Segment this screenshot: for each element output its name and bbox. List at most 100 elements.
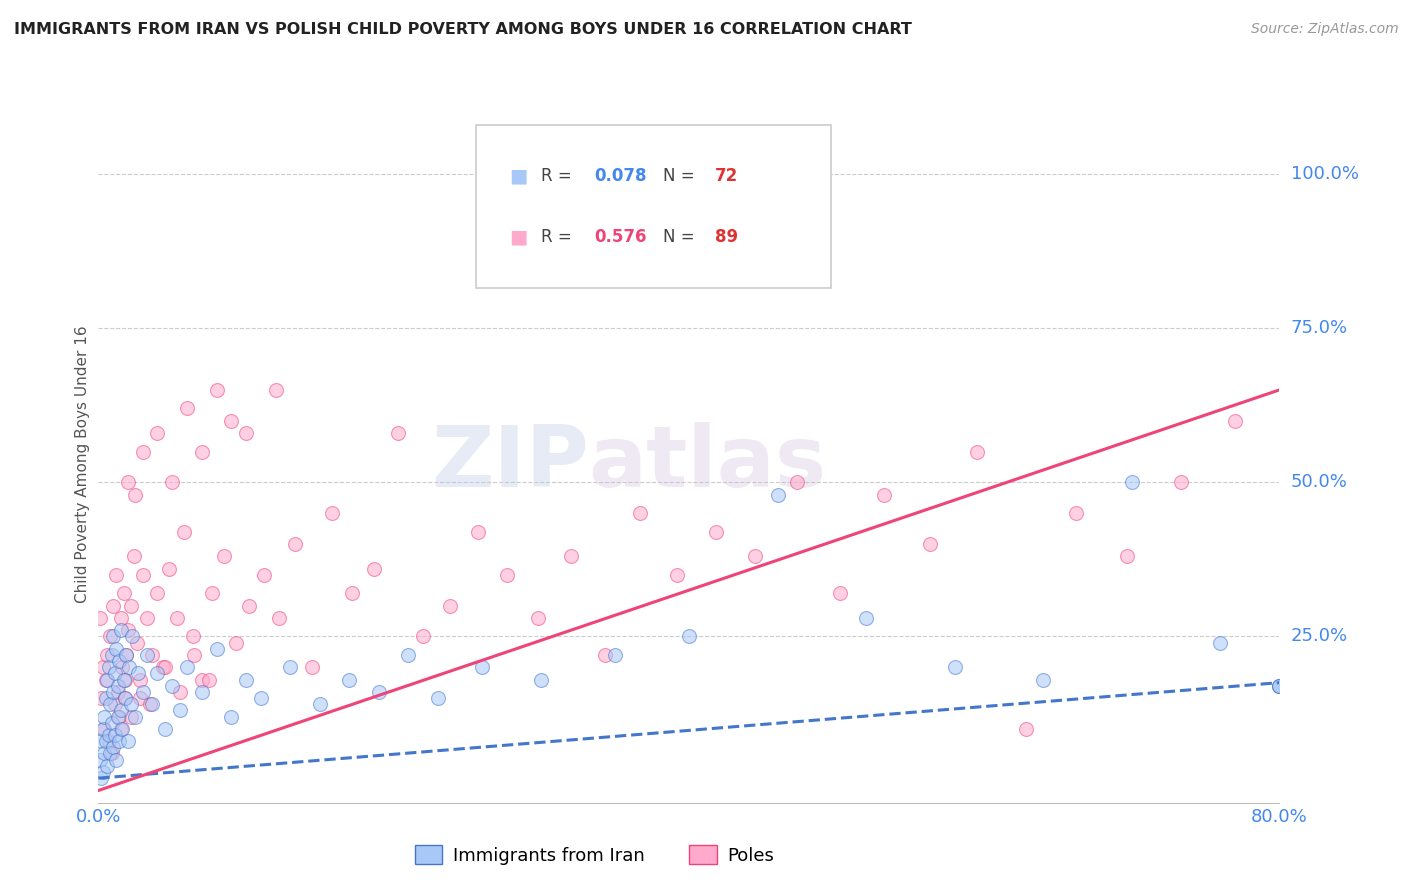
Point <box>118 660 141 674</box>
Point <box>1116 549 1139 564</box>
Point <box>368 685 391 699</box>
Text: Source: ZipAtlas.com: Source: ZipAtlas.com <box>1251 22 1399 37</box>
Point <box>89 753 111 767</box>
Point <box>108 709 131 723</box>
Point <box>122 549 145 564</box>
Point <box>467 524 489 539</box>
Point <box>90 734 112 748</box>
Point <box>128 673 150 687</box>
Point <box>98 629 121 643</box>
Point <box>219 709 242 723</box>
Point <box>162 475 183 490</box>
Point <box>97 728 120 742</box>
Point <box>115 648 138 662</box>
Point <box>496 567 519 582</box>
Point <box>264 383 287 397</box>
Point <box>120 599 142 613</box>
Point <box>855 611 877 625</box>
Point <box>153 660 176 674</box>
Point <box>90 691 112 706</box>
Point <box>96 648 118 662</box>
Point <box>146 425 169 440</box>
Point <box>253 567 276 582</box>
Text: N =: N = <box>664 167 700 185</box>
Point <box>387 425 409 440</box>
Point <box>301 660 323 674</box>
Text: 75.0%: 75.0% <box>1291 319 1348 337</box>
FancyBboxPatch shape <box>477 125 831 287</box>
Point <box>136 611 159 625</box>
Point <box>103 685 125 699</box>
Point <box>105 641 128 656</box>
Text: 0.576: 0.576 <box>595 227 647 245</box>
Point <box>98 747 121 761</box>
Point <box>1064 506 1087 520</box>
Point <box>169 703 191 717</box>
Point <box>181 629 204 643</box>
Point <box>146 666 169 681</box>
Point <box>235 673 257 687</box>
Text: 50.0%: 50.0% <box>1291 474 1347 491</box>
Point <box>100 715 122 730</box>
Point <box>107 679 129 693</box>
Point <box>278 660 302 674</box>
Point <box>94 673 117 687</box>
Point <box>1268 679 1291 693</box>
Text: 25.0%: 25.0% <box>1291 627 1348 646</box>
Point <box>176 401 198 416</box>
Point <box>114 691 136 706</box>
Point <box>97 660 120 674</box>
Point <box>120 697 142 711</box>
Point <box>173 524 195 539</box>
Point <box>363 561 385 575</box>
Point <box>111 722 134 736</box>
Point <box>117 734 139 748</box>
Text: IMMIGRANTS FROM IRAN VS POLISH CHILD POVERTY AMONG BOYS UNDER 16 CORRELATION CHA: IMMIGRANTS FROM IRAN VS POLISH CHILD POV… <box>14 22 912 37</box>
Point <box>152 660 174 674</box>
Point <box>96 759 118 773</box>
Point <box>169 685 191 699</box>
Point <box>121 629 143 643</box>
Legend: Immigrants from Iran, Poles: Immigrants from Iran, Poles <box>408 838 782 871</box>
Text: N =: N = <box>664 227 700 245</box>
Point <box>103 599 125 613</box>
Point <box>166 611 188 625</box>
Point <box>250 691 273 706</box>
Point <box>1170 475 1192 490</box>
Text: 100.0%: 100.0% <box>1291 165 1358 183</box>
Point <box>103 629 125 643</box>
Point <box>342 586 364 600</box>
Point <box>117 624 139 638</box>
Point <box>89 611 111 625</box>
Point <box>1121 475 1143 490</box>
Point <box>337 673 360 687</box>
Point <box>321 506 343 520</box>
Point <box>412 629 434 643</box>
Point <box>766 488 789 502</box>
Point <box>786 475 808 490</box>
Point <box>100 747 122 761</box>
Y-axis label: Child Poverty Among Boys Under 16: Child Poverty Among Boys Under 16 <box>75 325 90 603</box>
Point <box>111 660 134 674</box>
Point <box>110 611 132 625</box>
Text: R =: R = <box>541 227 578 245</box>
Point <box>110 703 132 717</box>
Point <box>205 383 228 397</box>
Point <box>1268 679 1291 693</box>
Point <box>1336 383 1358 397</box>
Point <box>560 549 582 564</box>
Point <box>132 685 155 699</box>
Point <box>593 648 616 662</box>
Point <box>918 537 941 551</box>
Point <box>98 697 121 711</box>
Point <box>157 561 180 575</box>
Point <box>1279 524 1302 539</box>
Point <box>124 709 146 723</box>
Point <box>96 673 118 687</box>
Point <box>439 599 461 613</box>
Point <box>153 722 176 736</box>
Point <box>120 709 142 723</box>
Point <box>201 586 224 600</box>
Point <box>427 691 450 706</box>
Point <box>828 586 851 600</box>
